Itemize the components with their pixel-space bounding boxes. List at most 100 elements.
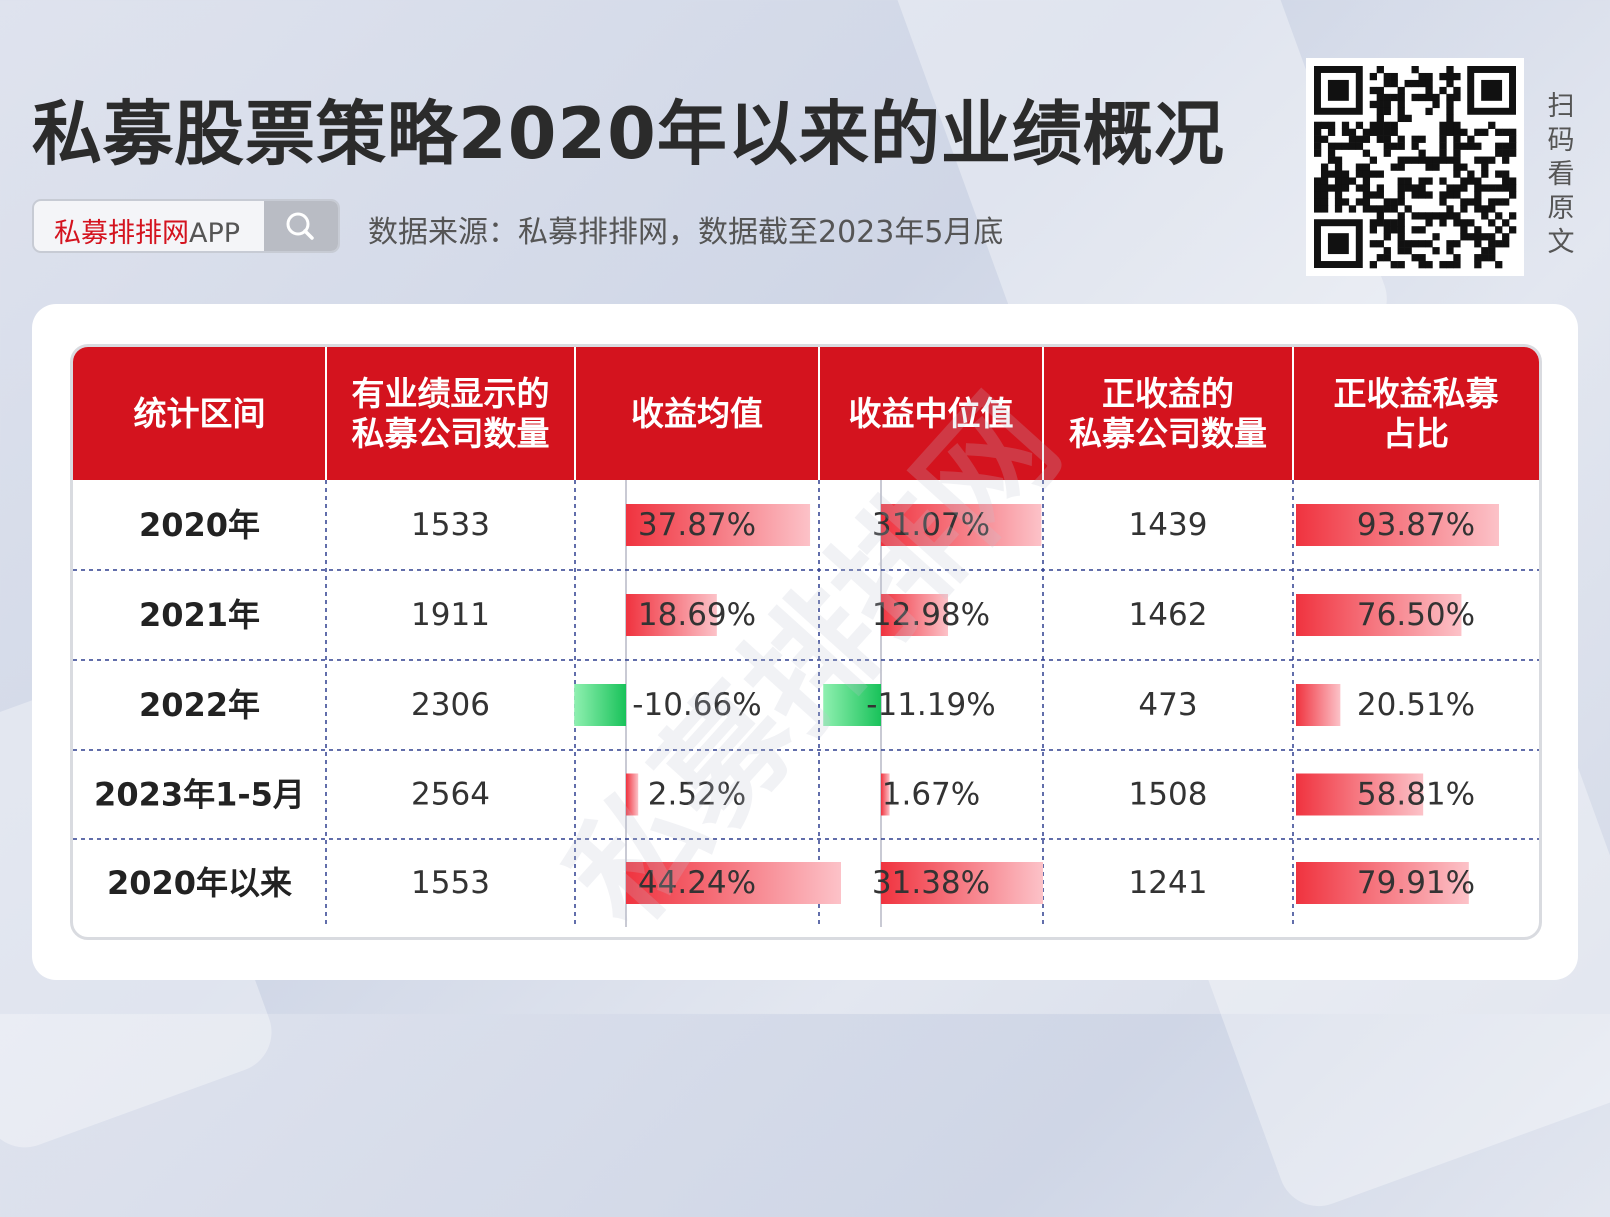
median-bar xyxy=(881,504,1042,546)
qr-module xyxy=(1397,233,1405,241)
qr-module xyxy=(1369,128,1377,136)
qr-module xyxy=(1425,191,1433,199)
qr-module xyxy=(1383,226,1391,234)
qr-module xyxy=(1439,177,1447,185)
qr-module xyxy=(1390,198,1398,206)
qr-module xyxy=(1411,66,1419,74)
qr-module xyxy=(1488,233,1496,241)
qr-caption: 扫 码 看 原 文 xyxy=(1546,90,1576,260)
qr-module xyxy=(1453,212,1461,220)
qr-module xyxy=(1467,198,1475,206)
qr-module xyxy=(1320,121,1329,129)
qr-module xyxy=(1376,100,1384,109)
cell-mean: 2.52% xyxy=(648,777,746,813)
qr-module xyxy=(1341,198,1350,206)
qr-module xyxy=(1418,191,1426,199)
qr-module xyxy=(1460,177,1468,185)
qr-module xyxy=(1432,100,1440,109)
qr-module xyxy=(1467,233,1475,241)
qr-module xyxy=(1397,163,1405,171)
qr-module xyxy=(1383,142,1391,150)
search-brand: 私募排排网 xyxy=(54,218,189,249)
qr-module xyxy=(1509,149,1517,157)
qr-module xyxy=(1495,198,1503,206)
qr-module xyxy=(1481,163,1489,171)
qr-module xyxy=(1446,66,1454,74)
qr-module xyxy=(1439,135,1447,143)
qr-module xyxy=(1411,184,1419,192)
qr-module xyxy=(1446,184,1454,192)
qr-module xyxy=(1383,247,1391,255)
qr-module xyxy=(1404,240,1412,248)
qr-module xyxy=(1376,254,1384,262)
qr-module xyxy=(1334,170,1343,178)
column-header: 收益均值 xyxy=(631,394,763,433)
qr-module xyxy=(1509,184,1517,192)
qr-module xyxy=(1460,142,1468,150)
qr-module xyxy=(1439,121,1447,129)
qr-module xyxy=(1509,212,1517,220)
qr-module xyxy=(1453,163,1461,171)
qr-module xyxy=(1474,226,1482,234)
qr-module xyxy=(1453,121,1461,129)
qr-module xyxy=(1327,156,1336,164)
qr-module xyxy=(1439,198,1447,206)
cell-median: -11.19% xyxy=(866,687,995,723)
qr-module xyxy=(1390,128,1398,136)
qr-module xyxy=(1390,205,1398,213)
qr-module xyxy=(1411,93,1419,102)
qr-module xyxy=(1467,219,1475,227)
qr-module xyxy=(1418,79,1426,88)
qr-module xyxy=(1341,177,1350,185)
qr-module xyxy=(1481,254,1489,262)
ratio-bar xyxy=(1296,684,1341,726)
qr-module xyxy=(1495,170,1503,178)
search-button[interactable] xyxy=(264,201,338,251)
cell-positive-count: 1241 xyxy=(1129,865,1208,901)
qr-module xyxy=(1397,198,1405,206)
qr-caption-char: 码 xyxy=(1547,125,1575,156)
qr-module xyxy=(1327,149,1336,157)
qr-module xyxy=(1453,219,1461,227)
qr-module xyxy=(1425,156,1433,164)
mean-bar xyxy=(626,594,717,636)
qr-module xyxy=(1390,219,1398,227)
qr-module xyxy=(1474,191,1482,199)
qr-code[interactable] xyxy=(1306,58,1524,276)
qr-module xyxy=(1453,261,1461,269)
qr-module xyxy=(1404,79,1412,88)
qr-module xyxy=(1397,114,1405,123)
qr-module xyxy=(1467,142,1475,150)
qr-module xyxy=(1355,170,1364,178)
qr-module xyxy=(1411,156,1419,164)
qr-module xyxy=(1383,198,1391,206)
qr-module xyxy=(1502,142,1510,150)
qr-module xyxy=(1495,212,1503,220)
qr-module xyxy=(1376,86,1384,95)
qr-module xyxy=(1348,177,1357,185)
qr-module xyxy=(1397,135,1405,143)
page-title: 私募股票策略2020年以来的业绩概况 xyxy=(32,93,1225,175)
qr-module xyxy=(1397,93,1405,102)
qr-module xyxy=(1320,170,1329,178)
qr-module xyxy=(1397,247,1405,255)
cell-count: 1533 xyxy=(411,507,490,543)
qr-module xyxy=(1446,72,1454,81)
qr-module xyxy=(1314,149,1322,157)
cell-positive-ratio: 20.51% xyxy=(1357,687,1475,723)
qr-module xyxy=(1348,142,1357,150)
cell-median: 12.98% xyxy=(872,597,990,633)
qr-module xyxy=(1495,184,1503,192)
qr-module xyxy=(1397,107,1405,116)
cell-median: 31.07% xyxy=(872,507,990,543)
qr-module xyxy=(1320,184,1329,192)
mean-bar xyxy=(626,773,639,816)
qr-finder xyxy=(1327,79,1349,101)
qr-module xyxy=(1418,93,1426,102)
qr-module xyxy=(1481,247,1489,255)
qr-module xyxy=(1439,149,1447,157)
qr-module xyxy=(1314,184,1322,192)
search-box[interactable]: 私募排排网APP xyxy=(32,199,340,253)
qr-module xyxy=(1348,135,1357,143)
